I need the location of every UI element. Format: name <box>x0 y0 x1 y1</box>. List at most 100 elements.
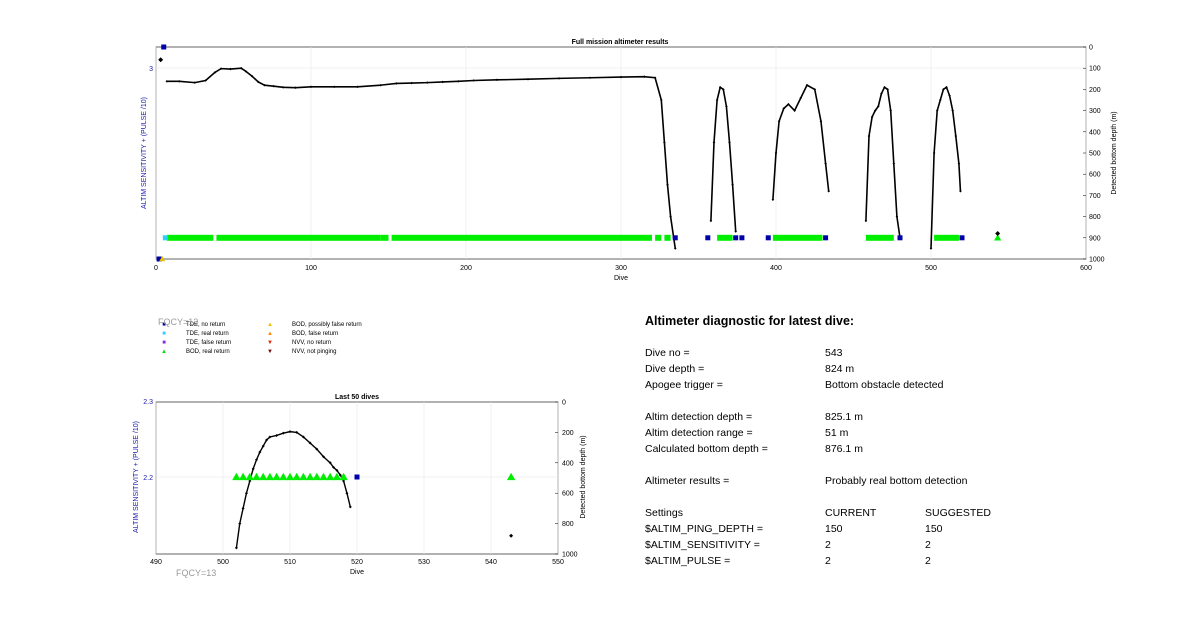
depth-point <box>251 467 255 471</box>
bod-real-return-point <box>272 472 281 481</box>
apogee-value: Bottom obstacle detected <box>825 379 944 391</box>
x-tick-label: 510 <box>284 559 296 566</box>
bod-real-return-point <box>994 234 1002 241</box>
y-right-tick-label: 0 <box>562 400 566 407</box>
x-tick-label: 500 <box>217 559 229 566</box>
detection-range-label: Altim detection range = <box>645 427 753 439</box>
depth-point <box>873 109 877 112</box>
settings-header-row: Settings CURRENT SUGGESTED <box>645 505 1065 521</box>
y-right-tick-label: 0 <box>1089 45 1093 52</box>
bod-real-return-band <box>664 234 671 241</box>
depth-point <box>234 546 238 550</box>
depth-line <box>772 84 830 200</box>
depth-point <box>309 85 313 89</box>
ping-depth-label: $ALTIM_PING_DEPTH = <box>645 523 763 535</box>
bod-real-return-point <box>299 472 308 481</box>
y-right-tick-label: 400 <box>1089 129 1101 136</box>
top-x-ticks: 0 100 200 300 400 500 600 <box>154 265 1092 272</box>
depth-point <box>731 183 734 187</box>
bod-real-return-point <box>332 472 342 481</box>
triangle-marker-icon: ▲ <box>267 322 273 328</box>
depth-point <box>288 430 292 434</box>
depth-point <box>265 438 269 442</box>
marker-tde-no-return <box>765 235 771 241</box>
detection-range-value: 51 m <box>825 427 849 439</box>
bod-real-return-band <box>934 234 959 241</box>
bottom-y-right-label: Detected bottom depth (m) <box>580 435 587 518</box>
marker-tde-no-return <box>739 235 745 241</box>
depth-point <box>799 96 803 100</box>
depth-point <box>338 473 342 477</box>
depth-point <box>782 107 786 110</box>
bottom-y-left-label: ALTIM SENSITIVITY + (PULSE /10) <box>133 421 140 533</box>
bod-real-return-point <box>305 472 315 481</box>
depth-point <box>348 505 352 509</box>
depth-point <box>619 75 623 79</box>
bottom-x-ticks: 490 500 510 520 530 540 550 <box>150 559 564 566</box>
bod-real-return-point <box>326 472 335 481</box>
x-tick-label: 500 <box>925 265 937 272</box>
depth-point <box>889 109 892 112</box>
bottom-y-right-ticks: 0 200 400 600 800 1000 <box>555 400 578 559</box>
results-row: Altimeter results = Probably real bottom… <box>645 473 1065 489</box>
x-tick-label: 300 <box>615 265 627 272</box>
full-mission-chart: Full mission altimeter results 0 100 200 30… <box>141 39 1118 282</box>
x-tick-label: 600 <box>1080 265 1092 272</box>
results-value: Probably real bottom detection <box>825 475 968 487</box>
bod-real-return-point <box>252 472 261 481</box>
bod-real-return-point <box>232 472 241 481</box>
depth-point <box>257 80 260 84</box>
depth-point <box>880 92 883 95</box>
depth-line <box>166 67 677 249</box>
y-right-tick-label: 900 <box>1089 235 1101 242</box>
depth-point <box>787 102 790 106</box>
square-marker-icon: ■ <box>162 340 166 346</box>
depth-point <box>281 431 285 435</box>
square-marker-icon: ■ <box>162 322 166 328</box>
bod-real-return-point <box>339 472 348 481</box>
bod-real-return-point <box>506 472 516 481</box>
depth-point <box>673 247 677 250</box>
depth-point <box>238 522 242 526</box>
marker-tde-no-return <box>823 235 829 241</box>
depth-point <box>774 151 778 155</box>
depth-point <box>715 98 719 102</box>
bod-real-return-point <box>265 472 275 481</box>
sensitivity-current: 2 <box>825 539 831 551</box>
square-marker-icon: ■ <box>162 331 166 337</box>
y-right-tick-label: 200 <box>562 430 574 437</box>
depth-point <box>193 81 197 84</box>
settings-label: Settings <box>645 507 683 519</box>
y-right-tick-label: 600 <box>1089 172 1101 179</box>
ping-depth-row: $ALTIM_PING_DEPTH = 150 150 <box>645 521 1065 537</box>
dive-depth-label: Dive depth = <box>645 363 705 375</box>
apogee-label: Apogee trigger = <box>645 379 723 391</box>
depth-point <box>777 119 781 123</box>
marker-tde-no-return <box>672 235 678 241</box>
depth-point <box>827 189 830 193</box>
bod-real-return-point <box>259 472 268 481</box>
depth-point <box>244 70 248 73</box>
current-header: CURRENT <box>825 507 877 519</box>
depth-point <box>244 491 248 495</box>
bod-real-return-point <box>245 472 254 481</box>
depth-point <box>268 435 272 439</box>
y-right-tick-label: 600 <box>562 491 574 498</box>
y-right-tick-label: 800 <box>562 521 574 528</box>
depth-point <box>165 80 169 83</box>
bod-real-return-point <box>292 472 301 481</box>
y-right-tick-label: 1000 <box>562 552 578 559</box>
depth-point <box>712 141 716 144</box>
depth-point <box>345 491 349 495</box>
marker-tde-no-return <box>959 235 965 241</box>
top-chart-title: Full mission altimeter results <box>572 39 669 46</box>
depth-point <box>945 85 948 89</box>
top-y-right-label: Detected bottom depth (m) <box>1111 111 1118 194</box>
depth-point <box>356 85 359 89</box>
depth-point <box>588 76 592 80</box>
bottom-y-left-tick-top: 2.3 <box>143 399 153 406</box>
marker-nvv-not-pinging <box>158 57 164 63</box>
depth-point <box>335 468 339 472</box>
depth-point <box>441 80 445 84</box>
detection-depth-row: Altim detection depth = 825.1 m <box>645 409 1065 425</box>
